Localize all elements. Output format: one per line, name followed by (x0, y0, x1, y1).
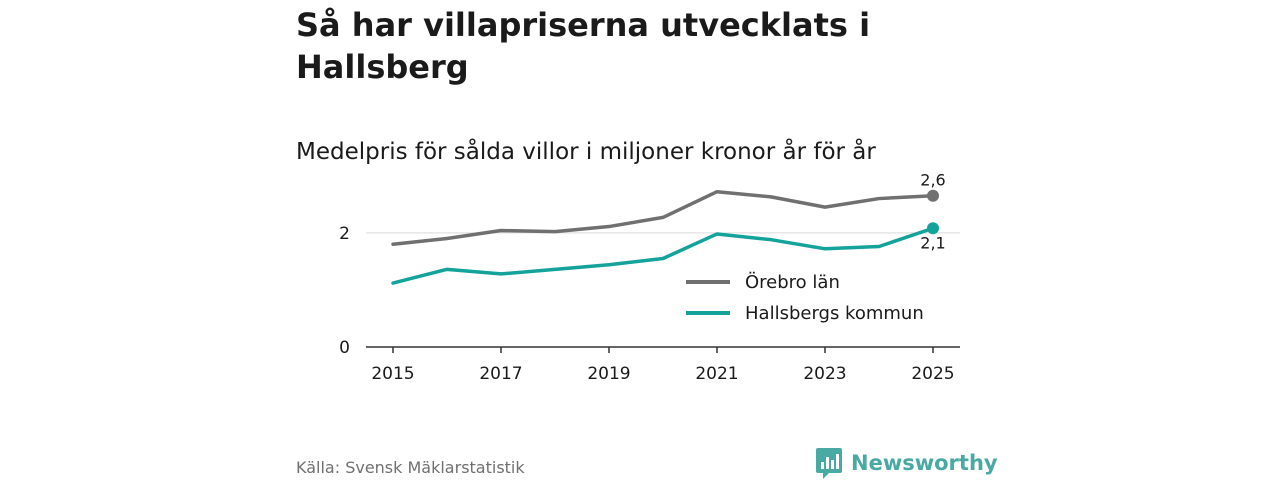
chart-title: Så har villapriserna utvecklats i Hallsb… (296, 6, 871, 86)
series-end-label-1: 2,1 (920, 233, 945, 252)
chart-subtitle: Medelpris för sålda villor i miljoner kr… (296, 139, 876, 165)
x-tick-label: 2023 (803, 364, 846, 384)
legend-label-0: Örebro län (745, 271, 840, 293)
line-chart: 0 2 2015 2017 2019 2021 2023 2025 2,6 2,1 Örebro… (339, 171, 960, 384)
legend-background (678, 263, 950, 331)
series-end-label-0: 2,6 (920, 171, 945, 190)
series-line-0 (391, 189, 935, 246)
x-tick-label: 2025 (911, 364, 954, 384)
series-line-1 (391, 226, 935, 285)
legend-label-1: Hallsbergs kommun (745, 303, 924, 324)
source-note: Källa: Svensk Mäklarstatistik (296, 458, 525, 477)
x-tick-label: 2021 (695, 364, 738, 384)
y-tick-label: 0 (339, 338, 350, 358)
brand-logo: Newsworthy (815, 446, 998, 480)
series-end-marker-0 (927, 189, 939, 202)
x-tick-label: 2019 (587, 364, 630, 384)
x-tick-label: 2017 (479, 364, 522, 384)
newsworthy-logo-icon (816, 448, 842, 479)
brand-name: Newsworthy (851, 451, 998, 475)
y-tick-label: 2 (339, 224, 350, 244)
x-tick-label: 2015 (371, 364, 414, 384)
series-end-marker-1 (927, 222, 939, 235)
